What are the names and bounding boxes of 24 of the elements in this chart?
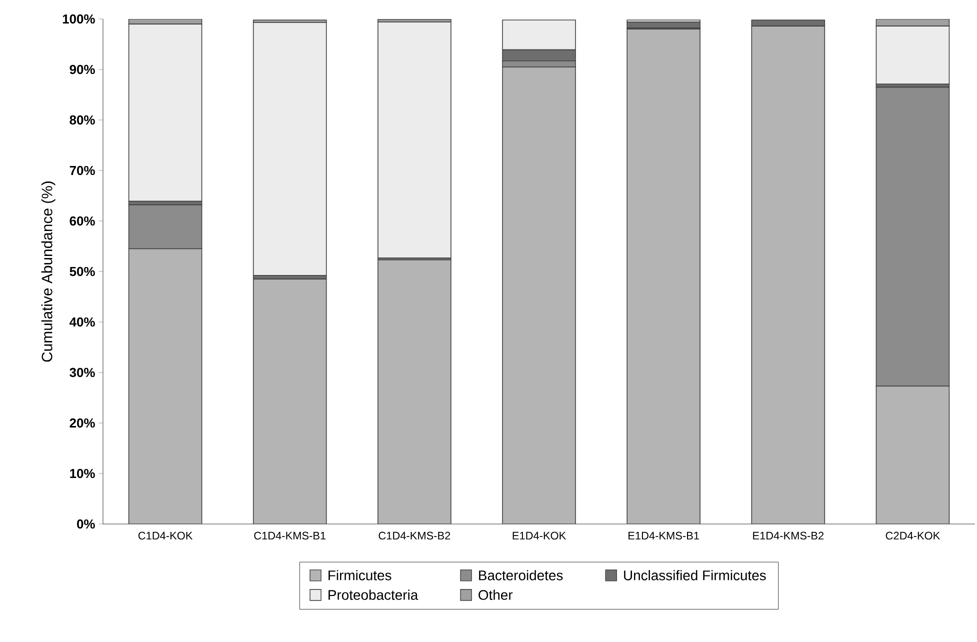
y-tick-label: 40% bbox=[70, 317, 95, 327]
x-tick-label: E1D4-KOK bbox=[512, 532, 566, 540]
y-tick-label: 50% bbox=[70, 266, 95, 276]
legend-label: Firmicutes bbox=[328, 570, 392, 580]
x-tick-label: C1D4-KMS-B2 bbox=[378, 532, 450, 540]
x-tick-label: C2D4-KOK bbox=[886, 532, 940, 540]
x-tick-label: C1D4-KMS-B1 bbox=[254, 532, 326, 540]
legend-label: Other bbox=[478, 590, 513, 600]
y-tick-label: 30% bbox=[70, 368, 95, 378]
y-tick-label: 60% bbox=[70, 216, 95, 226]
legend-label: Proteobacteria bbox=[328, 590, 418, 600]
x-tick-label: C1D4-KOK bbox=[138, 532, 193, 540]
y-tick-label: 90% bbox=[70, 64, 95, 74]
y-tick-label: 10% bbox=[70, 468, 95, 478]
x-tick-label: E1D4-KMS-B1 bbox=[628, 532, 699, 540]
legend-label: Bacteroidetes bbox=[479, 570, 563, 580]
x-tick-label: E1D4-KMS-B2 bbox=[753, 532, 824, 540]
y-tick-label: 80% bbox=[70, 115, 95, 125]
y-tick-label: 100% bbox=[62, 14, 95, 24]
y-tick-label: 70% bbox=[70, 166, 95, 176]
y-tick-label: 20% bbox=[70, 418, 95, 428]
y-tick-label: 0% bbox=[77, 519, 95, 529]
legend-label: Unclassified Firmicutes bbox=[624, 570, 766, 580]
y-axis-title: Cumulative Abundance (%) bbox=[41, 182, 56, 362]
